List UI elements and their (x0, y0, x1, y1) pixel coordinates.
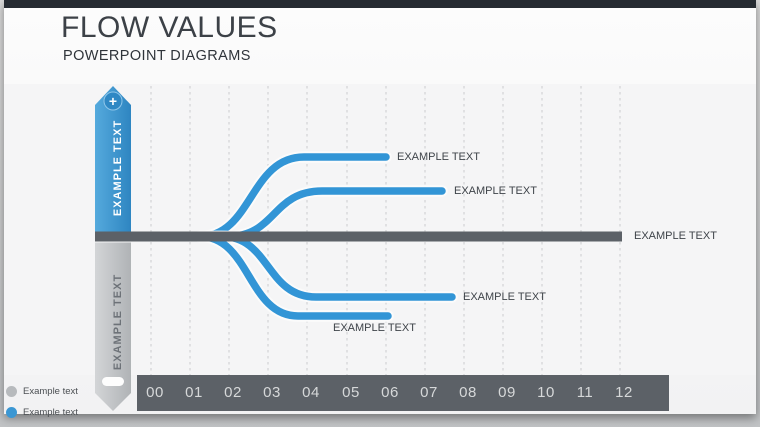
axis-tick: 12 (615, 384, 633, 401)
legend: Example text Example text (6, 385, 78, 427)
axis-tick: 04 (302, 384, 320, 401)
legend-label: Example text (23, 406, 78, 418)
plus-icon (103, 91, 123, 111)
legend-swatch-gray-icon (6, 385, 17, 397)
up-arrow (95, 86, 131, 232)
axis-tick: 06 (381, 384, 399, 401)
center-branch-label: EXAMPLE TEXT (634, 230, 717, 242)
flow-diagram: + (95, 86, 622, 411)
axis-tick: 01 (185, 384, 203, 401)
down-branch-2-label: EXAMPLE TEXT (333, 322, 416, 334)
slide: FLOW VALUES POWERPOINT DIAGRAMS (4, 0, 756, 414)
legend-label: Example text (23, 385, 78, 397)
axis-tick: 00 (146, 384, 164, 401)
legend-item-gray: Example text (6, 385, 78, 397)
minus-icon (102, 377, 124, 386)
down-branch-1-label: EXAMPLE TEXT (463, 291, 546, 303)
x-axis (137, 375, 669, 411)
page-title: FLOW VALUES (61, 11, 278, 44)
plus-icon-glyph: + (109, 93, 117, 109)
up-branch-2-label: EXAMPLE TEXT (454, 185, 537, 197)
timeline-bar (95, 231, 622, 242)
axis-tick: 08 (459, 384, 477, 401)
axis-tick: 03 (263, 384, 281, 401)
down-arrow-label: EXAMPLE TEXT (112, 273, 124, 371)
gridlines (150, 86, 621, 375)
axis-tick: 02 (224, 384, 242, 401)
flow-branch-down-2 (196, 232, 392, 320)
axis-tick: 10 (537, 384, 555, 401)
page-subtitle: POWERPOINT DIAGRAMS (63, 48, 251, 64)
legend-item-blue: Example text (6, 406, 78, 418)
top-accent-bar (4, 0, 756, 8)
down-ribbon (95, 242, 131, 411)
legend-swatch-blue-icon (6, 406, 17, 418)
up-arrow-label: EXAMPLE TEXT (112, 119, 124, 217)
up-branch-1-label: EXAMPLE TEXT (397, 151, 480, 163)
axis-tick: 07 (420, 384, 438, 401)
axis-tick: 05 (342, 384, 360, 401)
axis-tick: 11 (576, 384, 594, 401)
axis-tick: 09 (498, 384, 516, 401)
